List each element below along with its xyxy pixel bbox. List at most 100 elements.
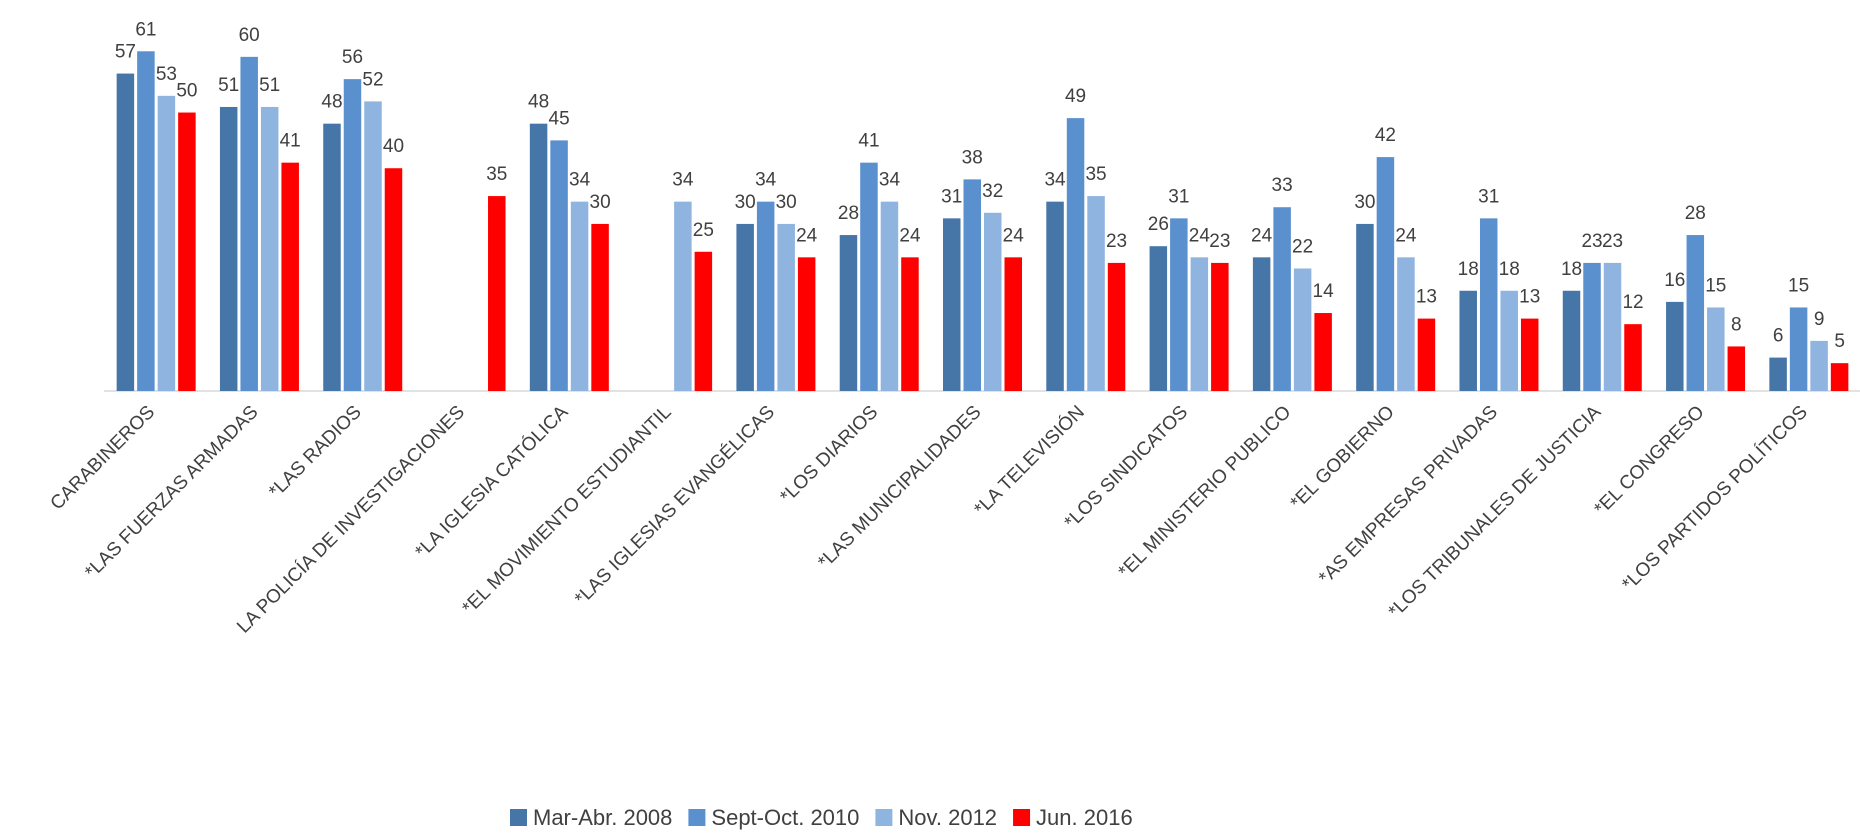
bar bbox=[488, 196, 506, 391]
bar bbox=[1479, 218, 1498, 391]
legend-swatch bbox=[875, 809, 893, 826]
data-label: 26 bbox=[1148, 214, 1169, 235]
bar bbox=[756, 201, 775, 391]
bar bbox=[860, 162, 878, 391]
data-label: 8 bbox=[1731, 314, 1742, 335]
bar bbox=[384, 168, 403, 391]
data-label: 30 bbox=[776, 192, 797, 213]
x-tick-label: *LOS DIARIOS bbox=[776, 402, 882, 508]
data-label: 31 bbox=[1168, 186, 1189, 207]
bar bbox=[116, 73, 135, 392]
data-label: 28 bbox=[838, 203, 859, 224]
data-label: 52 bbox=[362, 69, 383, 90]
x-tick-label: *EL MOVIMIENTO ESTUDIANTIL bbox=[458, 402, 675, 619]
data-label: 15 bbox=[1705, 275, 1726, 296]
data-label: 30 bbox=[590, 192, 611, 213]
legend-swatch bbox=[688, 809, 706, 826]
data-label: 50 bbox=[176, 81, 197, 102]
bar bbox=[178, 112, 196, 392]
data-label: 61 bbox=[135, 19, 156, 40]
data-label: 57 bbox=[115, 42, 136, 63]
data-label: 18 bbox=[1561, 259, 1582, 280]
data-label: 9 bbox=[1814, 309, 1825, 330]
bar bbox=[1417, 318, 1436, 391]
legend-label: Nov. 2012 bbox=[898, 805, 997, 830]
bar bbox=[570, 201, 589, 391]
data-label: 42 bbox=[1375, 125, 1396, 146]
data-label: 51 bbox=[218, 75, 239, 96]
bar bbox=[1459, 290, 1477, 391]
bar bbox=[694, 251, 713, 391]
bar bbox=[281, 162, 299, 391]
data-label: 13 bbox=[1519, 287, 1540, 308]
data-label: 23 bbox=[1581, 231, 1602, 252]
bar bbox=[797, 257, 816, 391]
data-label: 34 bbox=[569, 170, 591, 191]
bar bbox=[591, 223, 609, 391]
bar bbox=[1170, 218, 1188, 391]
data-label: 48 bbox=[321, 92, 342, 113]
data-label: 6 bbox=[1773, 326, 1784, 347]
data-label: 34 bbox=[755, 170, 777, 191]
data-label: 24 bbox=[899, 225, 921, 246]
bar bbox=[1686, 235, 1705, 391]
bar bbox=[529, 123, 548, 391]
data-label: 38 bbox=[962, 147, 983, 168]
data-label: 34 bbox=[1044, 170, 1066, 191]
bar bbox=[1810, 340, 1828, 391]
bar bbox=[260, 106, 279, 391]
data-label: 40 bbox=[383, 136, 404, 157]
x-tick-label: *LOS TRIBUNALES DE JUSTICIA bbox=[1385, 401, 1606, 622]
data-label: 22 bbox=[1292, 236, 1313, 257]
data-label: 12 bbox=[1622, 292, 1643, 313]
data-label: 30 bbox=[1354, 192, 1375, 213]
x-tick-label: LA POLICÍA DE INVESTIGACIONES bbox=[233, 402, 469, 638]
bar bbox=[901, 257, 919, 391]
legend-label: Jun. 2016 bbox=[1036, 805, 1133, 830]
x-tick-label: *EL CONGRESO bbox=[1590, 402, 1708, 520]
data-label: 24 bbox=[796, 225, 818, 246]
bar bbox=[880, 201, 899, 391]
x-tick-label: *LAS IGLESIAS EVANGÉLICAS bbox=[571, 402, 779, 610]
bar bbox=[1087, 196, 1105, 391]
bar bbox=[1500, 290, 1518, 391]
x-tick-label: *LOS PARTIDOS POLÍTICOS bbox=[1618, 402, 1812, 596]
bar bbox=[1666, 301, 1684, 391]
bar bbox=[777, 223, 795, 391]
data-label: 5 bbox=[1834, 331, 1845, 352]
x-tick-label: *LAS MUNICIPALIDADES bbox=[814, 402, 985, 573]
bar bbox=[1397, 257, 1415, 391]
bar bbox=[1789, 307, 1808, 391]
x-tick-label: *EL GOBIERNO bbox=[1287, 402, 1399, 514]
data-label: 35 bbox=[1085, 164, 1106, 185]
bar bbox=[1727, 346, 1746, 391]
bar bbox=[1293, 268, 1312, 391]
bar bbox=[1066, 118, 1085, 391]
data-label: 24 bbox=[1251, 225, 1273, 246]
bar bbox=[323, 123, 341, 391]
data-label: 34 bbox=[672, 170, 694, 191]
bar bbox=[1273, 207, 1291, 391]
data-label: 28 bbox=[1685, 203, 1706, 224]
bar bbox=[1562, 290, 1581, 391]
bar bbox=[1107, 262, 1126, 391]
bar bbox=[674, 201, 692, 391]
data-label: 16 bbox=[1664, 270, 1685, 291]
legend-swatch bbox=[510, 809, 527, 826]
data-label: 23 bbox=[1106, 231, 1127, 252]
legend-label: Mar-Abr. 2008 bbox=[533, 805, 672, 830]
data-label: 13 bbox=[1416, 287, 1437, 308]
data-label: 23 bbox=[1602, 231, 1623, 252]
bar bbox=[364, 101, 382, 392]
bar bbox=[1046, 201, 1064, 391]
data-label: 30 bbox=[735, 192, 756, 213]
data-label: 35 bbox=[486, 164, 507, 185]
data-label: 23 bbox=[1209, 231, 1230, 252]
data-label: 31 bbox=[1478, 186, 1499, 207]
data-label: 25 bbox=[693, 220, 714, 241]
bar bbox=[1624, 324, 1642, 391]
data-label: 15 bbox=[1788, 275, 1809, 296]
bar bbox=[1520, 318, 1539, 391]
data-label: 18 bbox=[1499, 259, 1520, 280]
data-label: 45 bbox=[549, 108, 570, 129]
